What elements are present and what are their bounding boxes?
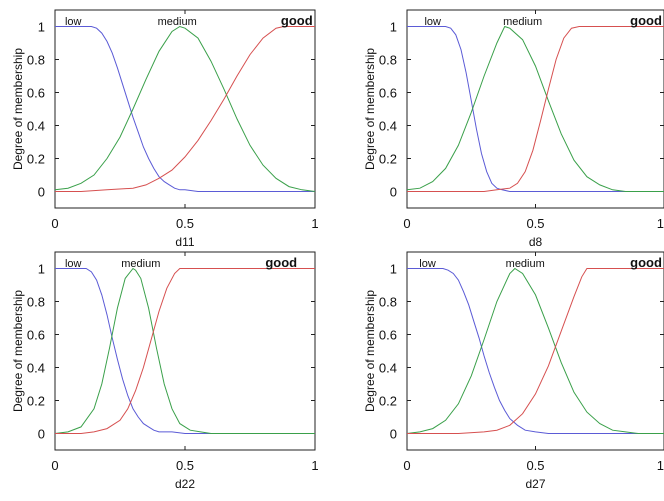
x-tick-label: 0 (51, 458, 58, 473)
x-tick-label: 1 (311, 216, 318, 231)
x-axis-label: d22 (175, 477, 195, 491)
y-tick-label: 0 (390, 185, 397, 200)
y-tick-label: 0.6 (379, 328, 397, 343)
series-line-good (55, 268, 315, 434)
series-label-low: low (65, 16, 82, 28)
y-axis-label: Degree of membership (11, 290, 25, 412)
series-line-good (407, 26, 664, 192)
y-tick-label: 0.6 (27, 86, 45, 101)
y-tick-label: 0.2 (27, 394, 45, 409)
x-tick-label: 1 (657, 458, 664, 473)
series-line-good (407, 268, 664, 434)
x-tick-label: 1 (311, 458, 318, 473)
y-tick-label: 0.8 (27, 53, 45, 68)
x-tick-label: 0 (51, 216, 58, 231)
series-label-medium: medium (503, 16, 542, 28)
y-tick-label: 1 (390, 262, 397, 277)
y-axis-label: Degree of membership (363, 48, 377, 170)
y-tick-label: 0.2 (379, 152, 397, 167)
chart-panel-d11: 0 0.2 0.4 0.6 0.8 1 0 0.5 1 low medium good d11 Degre… (11, 9, 319, 249)
series-label-good: good (630, 255, 662, 270)
x-tick-label: 0.5 (176, 458, 194, 473)
y-tick-label: 0 (390, 427, 397, 442)
y-tick-label: 0.2 (379, 394, 397, 409)
plot-frame (54, 251, 316, 451)
series-label-medium: medium (121, 258, 160, 270)
y-tick-label: 0.6 (379, 86, 397, 101)
y-tick-label: 0.4 (27, 119, 45, 134)
series-label-medium: medium (158, 16, 197, 28)
chart-panel-d8: 0 0.2 0.4 0.6 0.8 1 0 0.5 1 low medium good d8 Degree… (363, 9, 664, 249)
x-tick-label: 0.5 (176, 216, 194, 231)
x-axis-label: d27 (525, 477, 545, 491)
y-tick-label: 1 (390, 20, 397, 35)
series-line-medium (406, 267, 664, 434)
series-label-low: low (419, 258, 436, 270)
series-label-medium: medium (506, 258, 545, 270)
series-line-good (55, 26, 315, 192)
series-line-low (407, 26, 664, 192)
y-tick-label: 0.2 (27, 152, 45, 167)
series-label-good: good (281, 13, 313, 28)
series-label-good: good (630, 13, 662, 28)
y-axis-label: Degree of membership (363, 290, 377, 412)
x-tick-label: 1 (657, 216, 664, 231)
y-tick-label: 0 (38, 185, 45, 200)
plot-frame (406, 9, 664, 209)
series-line-medium (406, 25, 664, 192)
x-tick-label: 0.5 (526, 458, 544, 473)
series-line-medium (54, 25, 316, 192)
series-line-low (55, 268, 315, 434)
y-tick-label: 0.8 (379, 53, 397, 68)
y-tick-label: 0.4 (379, 361, 397, 376)
series-label-low: low (424, 16, 441, 28)
y-tick-label: 0.8 (27, 295, 45, 310)
y-axis-label: Degree of membership (11, 48, 25, 170)
series-line-low (407, 268, 664, 434)
x-tick-label: 0 (403, 216, 410, 231)
series-line-low (55, 26, 315, 192)
x-tick-label: 0.5 (526, 216, 544, 231)
x-axis-label: d11 (175, 235, 194, 249)
y-tick-label: 0.6 (27, 328, 45, 343)
y-tick-label: 0.8 (379, 295, 397, 310)
chart-panel-d22: 0 0.2 0.4 0.6 0.8 1 0 0.5 1 low medium good d22 Degre… (11, 251, 319, 491)
chart-panel-d27: 0 0.2 0.4 0.6 0.8 1 0 0.5 1 low medium good d27 Degre… (363, 251, 664, 491)
series-line-medium (54, 267, 315, 434)
y-tick-label: 0 (38, 427, 45, 442)
y-tick-label: 1 (38, 262, 45, 277)
y-tick-label: 1 (38, 20, 45, 35)
x-axis-label: d8 (529, 235, 543, 249)
x-tick-label: 0 (403, 458, 410, 473)
y-tick-label: 0.4 (27, 361, 45, 376)
series-label-low: low (65, 258, 82, 270)
y-tick-label: 0.4 (379, 119, 397, 134)
series-label-good: good (265, 255, 297, 270)
